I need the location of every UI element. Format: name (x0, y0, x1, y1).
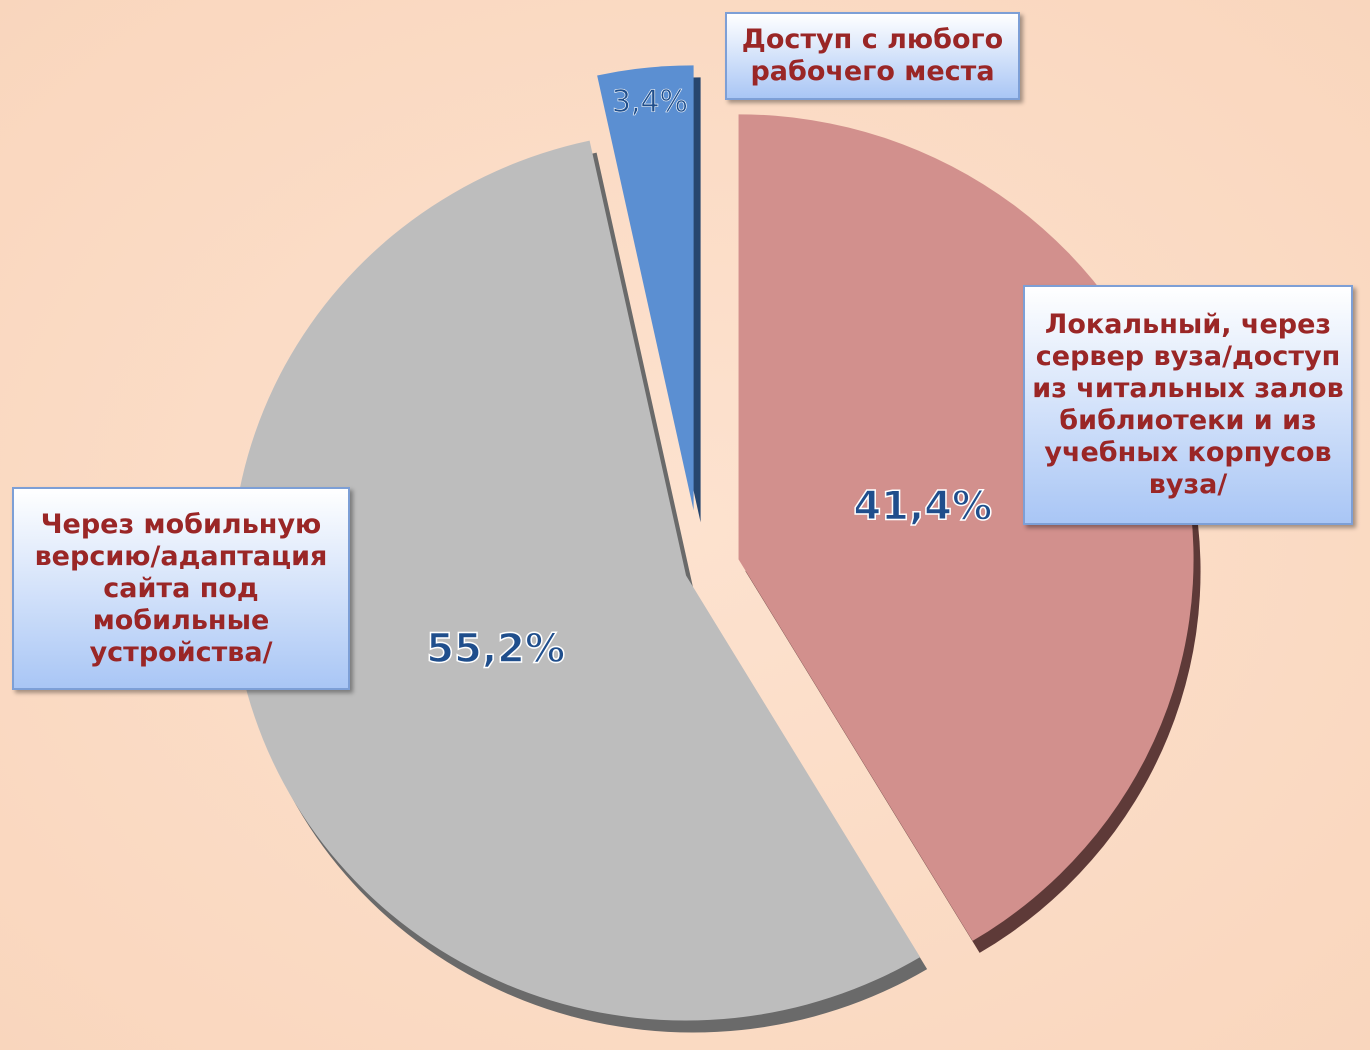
category-label: Через мобильную версию/адаптация сайта п… (12, 487, 350, 690)
value-label: 55,2% (426, 626, 565, 672)
slice (597, 65, 694, 511)
value-label: 3,4% (612, 85, 688, 120)
value-label: 41,4% (853, 483, 992, 529)
category-label: Доступ с любого рабочего места (725, 12, 1020, 100)
slice (231, 140, 921, 1021)
category-label: Локальный, через сервер вуза/доступ из ч… (1023, 285, 1353, 525)
